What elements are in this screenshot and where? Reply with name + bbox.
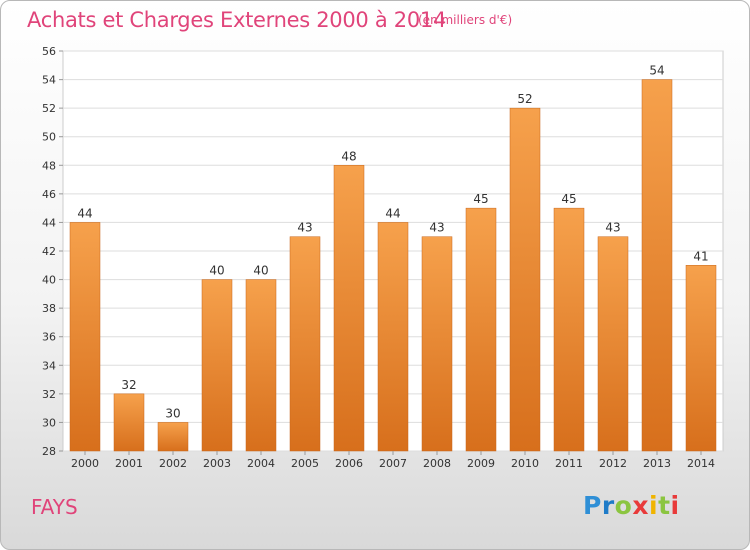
- y-tick-label: 38: [42, 302, 56, 315]
- bar-2014[interactable]: [685, 265, 717, 452]
- x-tick-label: 2006: [335, 457, 363, 470]
- value-label: 43: [429, 221, 444, 235]
- value-labels: 44 32 30 40 40 43 48 44 43 45 52 45 43 54 41: [77, 64, 708, 421]
- y-tick-label: 56: [42, 45, 56, 58]
- logo-letter: r: [601, 491, 615, 520]
- x-tick-labels: 2000 2001 2002 2003 2004 2005 2006 2007 2008 2009…: [71, 451, 715, 470]
- y-tick-label: 48: [42, 159, 56, 172]
- x-tick-label: 2000: [71, 457, 99, 470]
- bar-2008[interactable]: [421, 236, 453, 452]
- x-tick-label: 2008: [423, 457, 451, 470]
- y-tick-label: 40: [42, 274, 56, 287]
- bar-2012[interactable]: [597, 236, 629, 452]
- bar-2002[interactable]: [157, 422, 189, 452]
- bar-2013[interactable]: [641, 79, 673, 452]
- logo-letter: o: [614, 491, 633, 520]
- x-tick-label: 2003: [203, 457, 231, 470]
- logo-letter: t: [658, 491, 671, 520]
- bar-2007[interactable]: [377, 222, 409, 452]
- x-tick-label: 2002: [159, 457, 187, 470]
- proxiti-logo[interactable]: Proxiti: [583, 491, 680, 520]
- y-tick-label: 46: [42, 188, 56, 201]
- logo-letter: x: [632, 491, 649, 520]
- y-tick-label: 44: [42, 216, 56, 229]
- y-tick-label: 50: [42, 131, 56, 144]
- y-tick-label: 32: [42, 388, 56, 401]
- value-label: 45: [561, 192, 576, 206]
- y-tick-label: 28: [42, 445, 56, 458]
- value-label: 44: [385, 206, 400, 220]
- bar-2005[interactable]: [289, 236, 321, 452]
- value-label: 40: [209, 264, 224, 278]
- y-tick-labels: 28 30 32 34 36 38 40 42 44 46 48 50 52 54 56: [42, 45, 56, 458]
- x-tick-label: 2009: [467, 457, 495, 470]
- logo-letter: P: [583, 491, 602, 520]
- x-tick-label: 2001: [115, 457, 143, 470]
- bar-2001[interactable]: [113, 393, 145, 452]
- logo-letter: i: [649, 491, 659, 520]
- value-label: 43: [297, 221, 312, 235]
- logo-letter: i: [670, 491, 680, 520]
- value-label: 40: [253, 264, 268, 278]
- x-tick-label: 2007: [379, 457, 407, 470]
- x-tick-label: 2004: [247, 457, 275, 470]
- x-tick-label: 2011: [555, 457, 583, 470]
- value-label: 43: [605, 221, 620, 235]
- value-label: 48: [341, 149, 356, 163]
- bars: [69, 79, 717, 452]
- place-name: FAYS: [31, 495, 78, 519]
- value-label: 30: [165, 406, 180, 420]
- y-tick-label: 42: [42, 245, 56, 258]
- y-tick-label: 30: [42, 416, 56, 429]
- x-tick-label: 2012: [599, 457, 627, 470]
- bar-2003[interactable]: [201, 279, 233, 452]
- bar-2000[interactable]: [69, 222, 101, 452]
- chart-unit: (en milliers d'€): [418, 13, 513, 27]
- value-label: 32: [121, 378, 136, 392]
- value-label: 45: [473, 192, 488, 206]
- value-label: 52: [517, 92, 532, 106]
- bar-2011[interactable]: [553, 207, 585, 452]
- y-tick-label: 54: [42, 74, 56, 87]
- bar-2010[interactable]: [509, 107, 541, 452]
- x-tick-label: 2010: [511, 457, 539, 470]
- x-tick-label: 2013: [643, 457, 671, 470]
- y-tick-label: 34: [42, 359, 56, 372]
- bar-2009[interactable]: [465, 207, 497, 452]
- value-label: 54: [649, 64, 664, 78]
- value-label: 41: [693, 249, 708, 263]
- chart-title: Achats et Charges Externes 2000 à 2014: [27, 8, 447, 32]
- y-tick-label: 52: [42, 102, 56, 115]
- x-tick-label: 2014: [687, 457, 715, 470]
- x-tick-label: 2005: [291, 457, 319, 470]
- bar-2006[interactable]: [333, 165, 365, 452]
- bar-2004[interactable]: [245, 279, 277, 452]
- y-tick-label: 36: [42, 331, 56, 344]
- value-label: 44: [77, 206, 92, 220]
